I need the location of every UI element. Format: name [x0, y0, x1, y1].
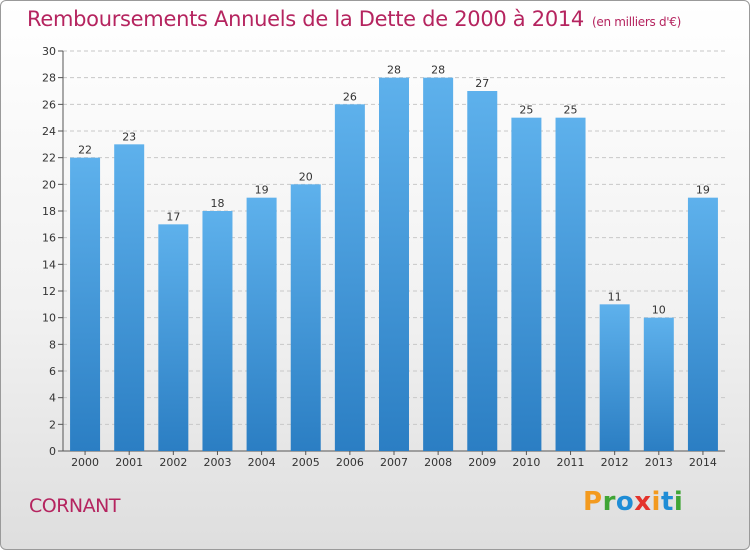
logo-letter: i: [651, 487, 661, 517]
y-tick-label: 0: [49, 445, 56, 458]
x-tick-label: 2002: [159, 456, 187, 469]
bar-2009[interactable]: [467, 91, 498, 451]
bar-2013[interactable]: [643, 317, 674, 451]
bar-value-label: 25: [519, 104, 533, 117]
y-tick-label: 20: [42, 178, 56, 191]
y-tick-label: 30: [42, 45, 56, 58]
y-tick-label: 6: [49, 365, 56, 378]
y-tick-label: 26: [42, 98, 56, 111]
y-tick-label: 8: [49, 338, 56, 351]
x-tick-label: 2003: [203, 456, 231, 469]
logo-letter: t: [660, 487, 674, 517]
x-tick-label: 2009: [468, 456, 496, 469]
x-tick-label: 2006: [336, 456, 364, 469]
bar-2001[interactable]: [114, 144, 145, 452]
bar-2014[interactable]: [687, 197, 718, 451]
bar-value-label: 25: [564, 104, 578, 117]
x-tick-label: 2007: [380, 456, 408, 469]
y-tick-label: 4: [49, 392, 56, 405]
x-tick-label: 2008: [424, 456, 452, 469]
proxiti-logo[interactable]: Proxiti: [583, 487, 683, 517]
bar-2006[interactable]: [334, 104, 365, 451]
chart-subtitle: (en milliers d'€): [592, 15, 682, 29]
x-tick-label: 2000: [71, 456, 99, 469]
x-tick-label: 2004: [248, 456, 276, 469]
y-tick-label: 14: [42, 258, 56, 271]
bar-2012[interactable]: [599, 304, 630, 451]
bar-2010[interactable]: [511, 117, 542, 452]
chart-title-text: Remboursements Annuels de la Dette de 20…: [27, 7, 584, 31]
bar-2008[interactable]: [423, 77, 454, 452]
bar-2002[interactable]: [158, 224, 189, 451]
bar-value-label: 20: [299, 170, 313, 183]
bar-value-label: 22: [78, 144, 92, 157]
x-tick-label: 2010: [512, 456, 540, 469]
logo-letter: x: [634, 487, 652, 517]
bar-2005[interactable]: [290, 184, 321, 452]
x-tick-label: 2001: [115, 456, 143, 469]
y-tick-label: 24: [42, 125, 56, 138]
bar-value-label: 11: [608, 290, 622, 303]
y-tick-label: 22: [42, 152, 56, 165]
logo-letter: o: [615, 487, 635, 517]
y-tick-label: 18: [42, 205, 56, 218]
y-tick-label: 2: [49, 418, 56, 431]
bar-value-label: 10: [652, 304, 666, 317]
bar-value-label: 19: [696, 184, 710, 197]
bar-2011[interactable]: [555, 117, 586, 452]
y-tick-label: 12: [42, 285, 56, 298]
bar-value-label: 26: [343, 90, 357, 103]
chart-title: Remboursements Annuels de la Dette de 20…: [27, 7, 681, 31]
bar-2000[interactable]: [70, 157, 101, 451]
place-name: CORNANT: [29, 495, 120, 517]
bar-value-label: 27: [475, 77, 489, 90]
x-tick-label: 2005: [292, 456, 320, 469]
logo-letter: i: [673, 487, 684, 517]
x-tick-label: 2014: [689, 456, 717, 469]
bar-2003[interactable]: [202, 211, 233, 451]
logo-letter: P: [583, 487, 603, 517]
x-tick-label: 2013: [645, 456, 673, 469]
y-tick-label: 10: [42, 312, 56, 325]
bar-value-label: 23: [122, 130, 136, 143]
bar-value-label: 18: [210, 197, 224, 210]
bar-value-label: 28: [387, 64, 401, 77]
bar-value-label: 17: [166, 210, 180, 223]
x-tick-label: 2011: [557, 456, 585, 469]
bar-value-label: 19: [255, 184, 269, 197]
logo-letter: r: [602, 487, 616, 517]
bar-2004[interactable]: [246, 197, 277, 451]
bar-2007[interactable]: [379, 77, 409, 452]
x-tick-label: 2012: [601, 456, 629, 469]
bar-value-label: 28: [431, 64, 445, 77]
y-tick-label: 16: [42, 232, 56, 245]
y-tick-label: 28: [42, 72, 56, 85]
